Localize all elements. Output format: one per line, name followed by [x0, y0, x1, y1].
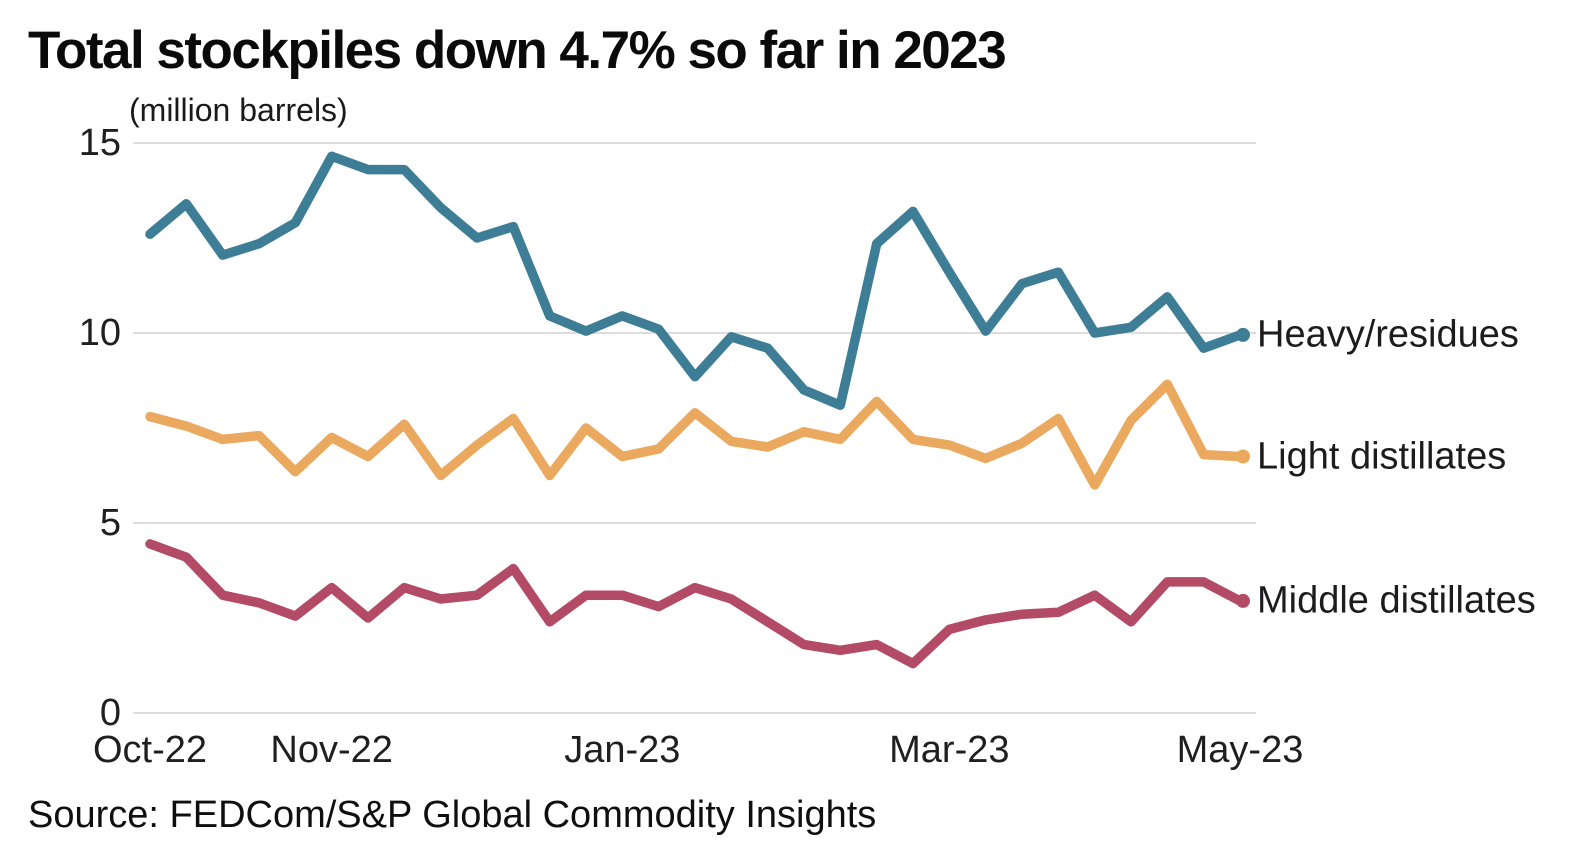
y-tick-label: 5 [100, 502, 121, 544]
x-tick-label: Jan-23 [564, 729, 680, 771]
series-end-dot-heavy-residues [1236, 327, 1250, 342]
series-label-light-distillates: Light distillates [1257, 435, 1507, 477]
series-line-light-distillates [145, 379, 1245, 490]
y-tick-label: 0 [100, 692, 121, 734]
source-note: Source: FEDCom/S&P Global Commodity Insi… [28, 794, 877, 836]
series-end-dot-middle-distillates [1236, 593, 1250, 608]
x-tick-label: Oct-22 [93, 729, 207, 771]
x-tick-label: May-23 [1177, 729, 1304, 771]
x-tick-label: Mar-23 [889, 729, 1009, 771]
series-end-dot-light-distillates [1236, 449, 1250, 464]
series-line-heavy-residues [145, 151, 1245, 410]
y-tick-label: 10 [79, 312, 121, 354]
chart-title: Total stockpiles down 4.7% so far in 202… [28, 21, 1007, 80]
y-tick-label: 15 [79, 122, 121, 164]
series-label-heavy-residues: Heavy/residues [1257, 313, 1519, 356]
y-axis-unit-label: (million barrels) [129, 92, 348, 128]
series-line-middle-distillates [145, 539, 1245, 669]
x-tick-label: Nov-22 [270, 729, 393, 771]
series-label-middle-distillates: Middle distillates [1257, 579, 1536, 622]
